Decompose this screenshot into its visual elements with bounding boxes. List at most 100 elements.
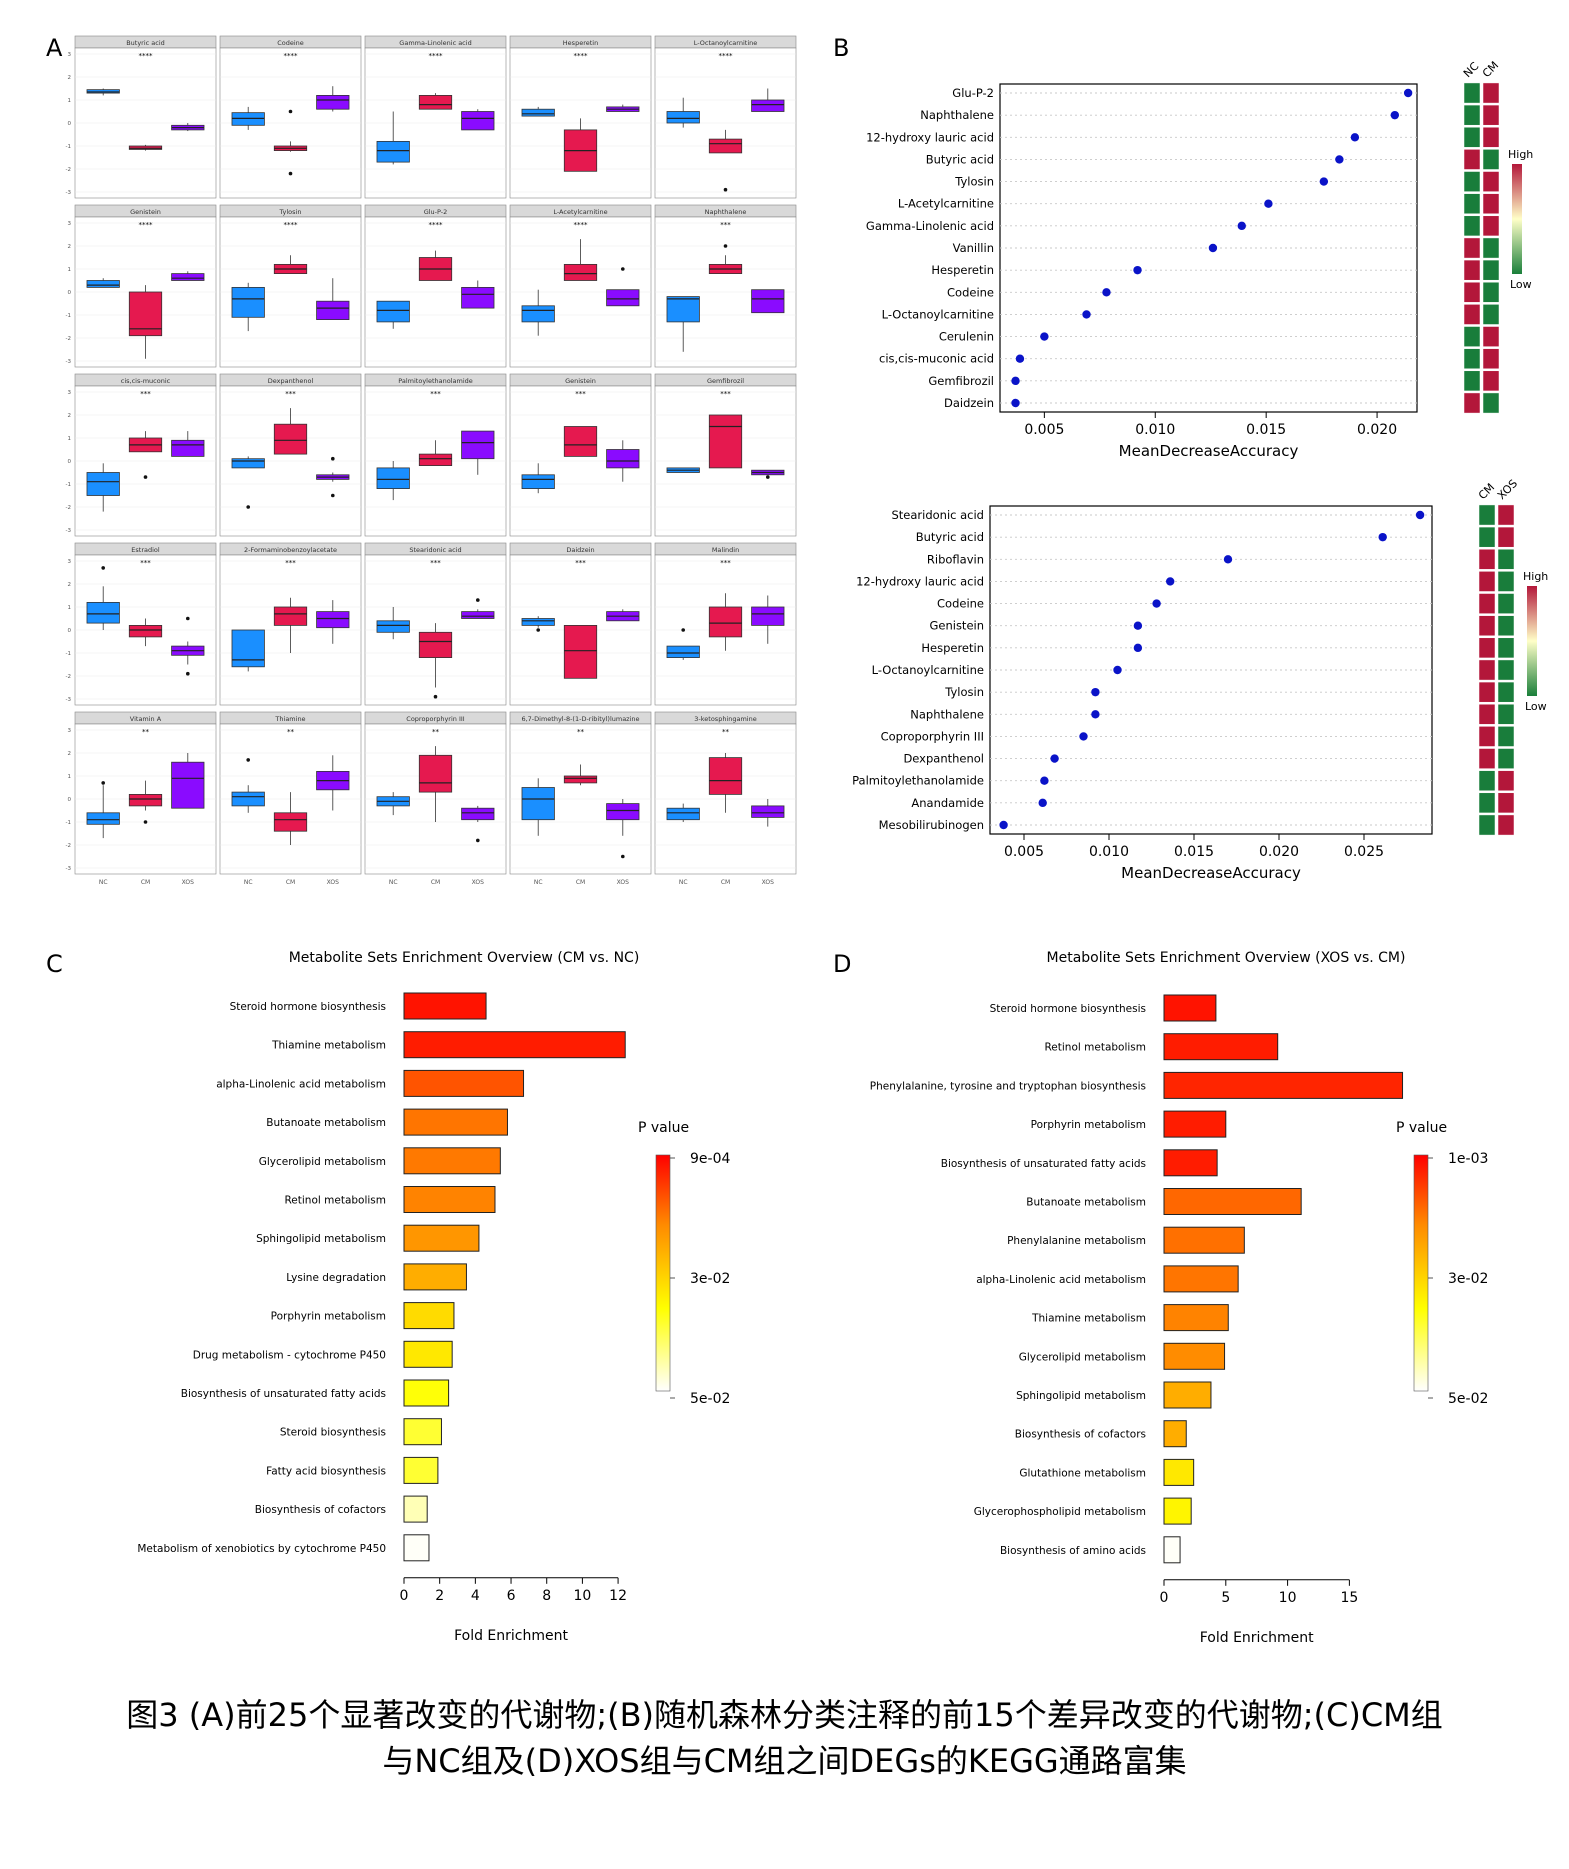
- outlier-point: [331, 493, 335, 498]
- box-nc: [521, 787, 555, 821]
- box-nc: [231, 286, 265, 318]
- enrichment-bar: [403, 1186, 496, 1213]
- metabolite-label: Tylosin: [954, 175, 994, 189]
- pathway-label: Steroid biosynthesis: [280, 1427, 386, 1439]
- facet-panel: 2-Formaminobenzoylacetate ***: [219, 542, 362, 706]
- facet-title: 6,7-Dimethyl-8-(1-D-ribityl)lumazine: [521, 715, 639, 723]
- facet-title: cis,cis-muconic: [121, 377, 171, 385]
- y-tick-label: 3: [68, 728, 72, 734]
- heat-cell: [1497, 748, 1515, 769]
- metabolite-label: Codeine: [937, 597, 984, 611]
- pathway-label: Phenylalanine metabolism: [1007, 1235, 1146, 1247]
- heat-legend-low: Low: [1510, 278, 1532, 291]
- outlier-point: [186, 616, 190, 621]
- facet-panel: Dexpanthenol ***: [219, 373, 362, 537]
- box-cm: [708, 138, 743, 154]
- heat-cell: [1497, 726, 1515, 747]
- box-nc: [86, 280, 120, 288]
- heat-cell: [1482, 281, 1500, 303]
- metabolite-label: Tylosin: [944, 685, 984, 699]
- pathway-label: Metabolism of xenobiotics by cytochrome …: [137, 1543, 386, 1555]
- enrichment-bar: [1163, 1265, 1239, 1293]
- importance-point: [1223, 555, 1233, 564]
- x-tick-label: NC: [679, 879, 688, 886]
- metabolite-label: Hesperetin: [921, 641, 984, 655]
- x-tick-label: 0.020: [1259, 844, 1299, 860]
- pathway-label: alpha-Linolenic acid metabolism: [216, 1078, 386, 1090]
- pathway-label: Steroid hormone biosynthesis: [230, 1001, 386, 1013]
- pathway-label: Porphyrin metabolism: [271, 1311, 386, 1323]
- heat-cell: [1482, 149, 1500, 170]
- outlier-point: [433, 694, 438, 699]
- x-axis-title: MeanDecreaseAccuracy: [1121, 864, 1301, 882]
- pathway-label: Butanoate metabolism: [1026, 1197, 1146, 1209]
- enrichment-bar: [403, 1031, 626, 1059]
- legend-tick-label: 3e-02: [690, 1271, 730, 1287]
- importance-point: [1102, 288, 1111, 297]
- facet-title: Estradiol: [131, 546, 160, 554]
- heat-cell: [1478, 770, 1496, 792]
- metabolite-label: L-Octanoylcarnitine: [872, 663, 984, 677]
- pvalue-legend-bar: [655, 1154, 671, 1392]
- facet-title: Genistein: [565, 377, 596, 385]
- heat-cell: [1497, 548, 1515, 570]
- facet-title: Thiamine: [274, 715, 305, 723]
- pathway-label: Porphyrin metabolism: [1031, 1119, 1146, 1131]
- y-tick-label: -2: [66, 505, 71, 511]
- heat-column-header: XOS: [1495, 477, 1520, 502]
- heat-cell: [1478, 548, 1496, 570]
- box-xos: [461, 286, 495, 309]
- box-nc: [86, 812, 120, 825]
- x-tick-label: 10: [1279, 1590, 1297, 1606]
- y-tick-label: -1: [66, 144, 71, 150]
- importance-point: [1208, 243, 1218, 253]
- metabolite-label: Vanillin: [953, 241, 994, 255]
- facet-title: Genistein: [130, 208, 161, 216]
- box-nc: [666, 111, 700, 124]
- legend-title: P value: [638, 1120, 689, 1136]
- x-tick-label: 0: [1160, 1590, 1169, 1606]
- box-cm: [563, 625, 598, 679]
- box-xos: [461, 807, 495, 821]
- panel-label-a: A: [46, 34, 63, 62]
- heat-cell: [1478, 681, 1496, 703]
- box-xos: [606, 803, 640, 821]
- facet-title: Butyric acid: [126, 39, 165, 47]
- facet-title: Gemfibrozil: [707, 377, 744, 385]
- enrichment-bar: [1163, 1536, 1181, 1564]
- heat-cell: [1463, 82, 1481, 104]
- box-cm: [563, 775, 598, 784]
- heat-cell: [1482, 259, 1500, 281]
- enrichment-bar: [403, 1302, 455, 1330]
- metabolite-label: Hesperetin: [931, 263, 994, 277]
- box-xos: [461, 111, 495, 131]
- outlier-point: [723, 244, 728, 248]
- heat-cell: [1463, 370, 1481, 392]
- pathway-label: Retinol metabolism: [284, 1195, 386, 1207]
- heat-cell: [1497, 615, 1515, 637]
- y-tick-label: 2: [68, 413, 72, 419]
- importance-point: [1015, 354, 1025, 363]
- facet-panel: Naphthalene ***: [654, 204, 797, 368]
- heat-legend-bar: [1512, 164, 1522, 274]
- y-tick-label: 0: [68, 628, 72, 634]
- heat-cell: [1478, 615, 1496, 637]
- metabolite-label: Coproporphyrin III: [881, 729, 984, 743]
- x-tick-label: XOS: [472, 879, 484, 886]
- outlier-point: [766, 475, 770, 479]
- figure-caption: 图3 (A)前25个显著改变的代谢物;(B)随机森林分类注释的前15个差异改变的…: [20, 1692, 1549, 1784]
- box-nc: [666, 296, 700, 323]
- importance-point: [999, 820, 1008, 830]
- enrichment-bar: [1163, 1149, 1218, 1177]
- box-xos: [751, 289, 785, 314]
- y-tick-label: -3: [66, 697, 72, 703]
- outlier-point: [143, 475, 148, 479]
- importance-point: [1011, 398, 1020, 408]
- box-nc: [521, 108, 555, 117]
- outlier-point: [143, 820, 148, 824]
- heat-column-header: CM: [1476, 481, 1497, 502]
- facet-title: L-Octanoylcarnitine: [694, 39, 758, 47]
- x-tick-label: 8: [542, 1588, 551, 1604]
- heat-cell: [1482, 392, 1500, 414]
- significance-mark: ****: [574, 52, 589, 60]
